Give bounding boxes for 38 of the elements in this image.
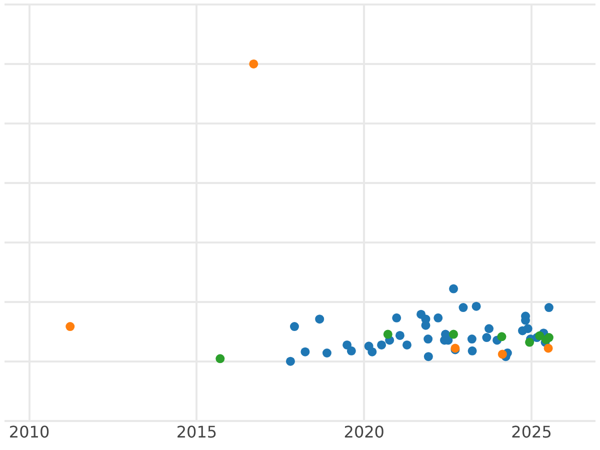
point: [525, 338, 534, 347]
point: [402, 340, 412, 350]
point: [368, 347, 377, 356]
point: [300, 347, 310, 356]
point: [66, 322, 75, 332]
x-tick-label: 2020: [344, 422, 384, 442]
point: [383, 330, 392, 339]
point: [482, 333, 492, 342]
point: [498, 350, 507, 359]
point: [544, 344, 553, 353]
point: [392, 313, 402, 322]
point: [216, 354, 225, 364]
point: [484, 324, 494, 334]
point: [449, 330, 458, 339]
point: [322, 348, 332, 358]
point: [544, 333, 554, 342]
x-tick-label: 2015: [176, 422, 218, 442]
point: [468, 346, 477, 356]
point: [290, 322, 299, 332]
point: [346, 346, 356, 356]
point: [286, 356, 295, 366]
point: [434, 313, 443, 322]
point: [395, 330, 404, 340]
point: [449, 284, 458, 294]
point: [497, 332, 506, 342]
point: [544, 303, 554, 312]
point: [467, 334, 476, 344]
point: [377, 340, 386, 350]
x-tick-label: 2025: [511, 422, 552, 442]
point: [249, 59, 258, 68]
point: [424, 334, 433, 344]
point: [342, 340, 352, 350]
x-tick-label: 2010: [8, 422, 50, 442]
point: [523, 324, 532, 334]
point: [424, 352, 433, 362]
point: [472, 302, 481, 311]
point: [458, 303, 468, 312]
point: [315, 314, 324, 324]
